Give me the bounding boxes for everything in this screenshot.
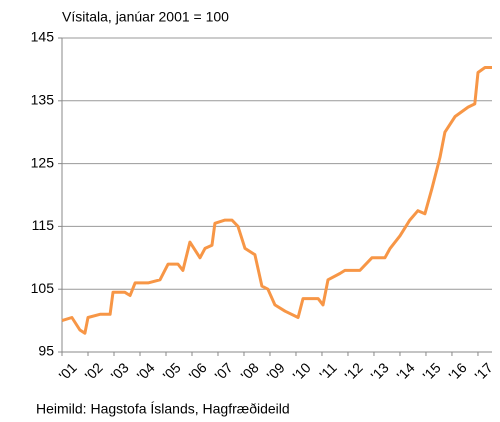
x-tick-label: '08 — [238, 359, 262, 383]
x-tick-label: '01 — [56, 359, 80, 383]
y-tick-label: 125 — [31, 154, 55, 170]
y-tick-label: 105 — [31, 280, 55, 296]
x-tick-label: '03 — [108, 359, 132, 383]
x-tick-label: '12 — [341, 359, 365, 383]
x-tick-label: '11 — [316, 359, 340, 383]
x-tick-label: '05 — [160, 359, 184, 383]
chart-title: Vísitala, janúar 2001 = 100 — [62, 9, 229, 25]
x-tick-label: '06 — [186, 359, 210, 383]
x-tick-label: '17 — [471, 359, 495, 383]
x-tick-label: '13 — [367, 359, 391, 383]
x-tick-label: '15 — [419, 359, 443, 383]
y-tick-label: 95 — [38, 343, 54, 359]
y-tick-label: 115 — [32, 217, 55, 233]
x-tick-label: '07 — [212, 359, 236, 383]
y-tick-label: 135 — [31, 92, 55, 108]
x-tick-label: '02 — [82, 359, 106, 383]
y-tick-label: 145 — [31, 29, 55, 45]
x-tick-label: '10 — [289, 359, 313, 383]
source-note: Heimild: Hagstofa Íslands, Hagfræðideild — [36, 401, 290, 417]
x-tick-label: '04 — [134, 359, 158, 383]
x-tick-label: '09 — [264, 359, 288, 383]
x-tick-label: '16 — [445, 359, 469, 383]
data-line — [61, 66, 492, 335]
x-tick-label: '14 — [393, 359, 417, 383]
